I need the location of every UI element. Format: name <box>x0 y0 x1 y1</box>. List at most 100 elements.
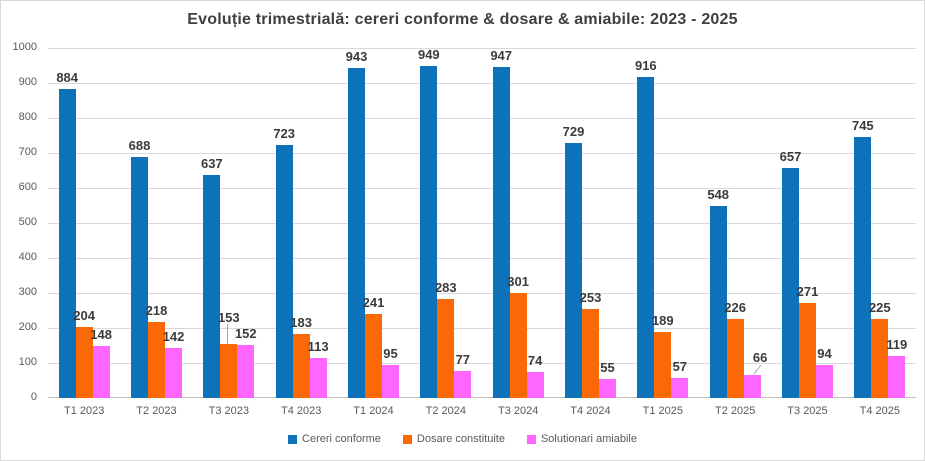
gridline-300 <box>48 293 916 294</box>
bar-solutionari-amiabile-t3-2023[interactable] <box>237 344 255 398</box>
bar-group-t2-2024: 949 283 77 <box>410 47 482 398</box>
y-axis-label-600: 600 <box>18 181 37 193</box>
bar-dosare-constituite-t4-2023[interactable] <box>292 333 310 398</box>
bar-cereri-conforme-t1-2024[interactable] <box>347 67 365 398</box>
data-label-dosare-constituite-t1-2023: 204 <box>73 307 95 323</box>
legend-item-solutionari-amiabile[interactable]: Solutionari amiabile <box>526 433 637 445</box>
data-label-cereri-conforme-t4-2023: 723 <box>273 125 296 141</box>
bar-dosare-constituite-t2-2024[interactable] <box>437 298 455 398</box>
legend-swatch-blue-icon <box>288 434 298 444</box>
x-axis-label-t3-2024: T3 2024 <box>497 405 539 417</box>
data-label-cereri-conforme-t2-2025: 548 <box>707 187 730 203</box>
data-label-cereri-conforme-t3-2024: 947 <box>490 47 513 63</box>
y-axis-label-300: 300 <box>18 286 37 298</box>
legend-swatch-orange-icon <box>402 434 412 444</box>
bar-cereri-conforme-t2-2023[interactable] <box>130 157 148 398</box>
gridline-200 <box>48 328 916 329</box>
data-label-cereri-conforme-t2-2024: 949 <box>417 46 440 62</box>
data-label-cereri-conforme-t3-2025: 657 <box>779 149 802 165</box>
data-label-dosare-constituite-t2-2024: 283 <box>434 279 457 295</box>
bar-dosare-constituite-t3-2024[interactable] <box>509 292 527 398</box>
bar-cereri-conforme-t2-2024[interactable] <box>420 65 438 398</box>
bar-solutionari-amiabile-t4-2023[interactable] <box>309 358 327 398</box>
data-label-solutionari-amiabile-t4-2025: 119 <box>886 337 908 353</box>
bar-solutionari-amiabile-t4-2024[interactable] <box>598 378 616 398</box>
bar-cereri-conforme-t2-2025[interactable] <box>709 206 727 398</box>
bar-group-t1-2023: 884 204 148 <box>48 48 120 398</box>
chart-title: Evoluție trimestrială: cereri conforme &… <box>187 11 738 28</box>
gridline-1000 <box>48 48 916 49</box>
data-label-dosare-constituite-t4-2025: 225 <box>868 300 891 316</box>
legend-label-dosare-constituite: Dosare constituite <box>416 433 505 445</box>
x-axis-label-t4-2023: T4 2023 <box>280 405 322 417</box>
bar-solutionari-amiabile-t1-2023[interactable] <box>92 346 110 398</box>
bar-dosare-constituite-t1-2023[interactable] <box>75 326 93 398</box>
data-label-dosare-constituite-t1-2024: 241 <box>362 294 385 310</box>
x-axis-label-t1-2023: T1 2023 <box>63 405 105 417</box>
y-axis-label-900: 900 <box>18 76 37 88</box>
bar-solutionari-amiabile-t1-2024[interactable] <box>381 364 399 398</box>
bar-dosare-constituite-t3-2025[interactable] <box>798 303 816 398</box>
bar-dosare-constituite-t3-2023[interactable] <box>220 344 238 398</box>
data-label-dosare-constituite-t4-2024: 253 <box>579 290 602 306</box>
bar-dosare-constituite-t1-2024[interactable] <box>364 313 382 398</box>
data-label-solutionari-amiabile-t4-2024: 55 <box>600 359 615 375</box>
plot-area: 884 204 148 688 218 142 637 153 152 723 183 113 943 2… <box>48 47 916 398</box>
x-axis-label-t2-2024: T2 2024 <box>425 405 466 417</box>
bar-cereri-conforme-t3-2023[interactable] <box>203 175 221 398</box>
bar-solutionari-amiabile-t2-2024[interactable] <box>454 371 472 398</box>
data-label-solutionari-amiabile-t3-2023: 152 <box>234 325 257 341</box>
bar-group-t2-2023: 688 218 142 <box>120 48 192 398</box>
legend-item-cereri-conforme[interactable]: Cereri conforme <box>288 433 381 445</box>
bar-dosare-constituite-t1-2025[interactable] <box>654 331 672 398</box>
data-label-dosare-constituite-t2-2023: 218 <box>145 302 168 318</box>
bar-cereri-conforme-t4-2023[interactable] <box>275 144 293 398</box>
data-label-dosare-constituite-t1-2025: 189 <box>651 312 674 328</box>
bar-dosare-constituite-t2-2023[interactable] <box>147 321 165 398</box>
bar-group-t3-2023: 637 153 152 <box>193 48 265 398</box>
bar-cereri-conforme-t1-2025[interactable] <box>637 77 655 398</box>
bar-cereri-conforme-t4-2025[interactable] <box>854 137 872 398</box>
bar-group-t1-2025: 916 189 57 <box>627 48 699 398</box>
data-label-dosare-constituite-t4-2023: 183 <box>290 314 312 330</box>
data-label-solutionari-amiabile-t4-2023: 113 <box>307 339 329 355</box>
label-leader-line <box>226 324 228 345</box>
data-label-dosare-constituite-t3-2025: 271 <box>796 284 819 300</box>
bar-dosare-constituite-t2-2025[interactable] <box>726 318 744 398</box>
gridline-0 <box>48 397 916 398</box>
x-axis-label-t4-2024: T4 2024 <box>570 405 611 417</box>
data-label-solutionari-amiabile-t2-2023: 142 <box>162 329 185 345</box>
bar-solutionari-amiabile-t1-2025[interactable] <box>671 378 689 398</box>
legend-label-solutionari-amiabile: Solutionari amiabile <box>540 433 637 445</box>
bar-solutionari-amiabile-t4-2025[interactable] <box>888 356 906 398</box>
bar-solutionari-amiabile-t3-2024[interactable] <box>526 372 544 398</box>
bar-solutionari-amiabile-t3-2025[interactable] <box>815 365 833 398</box>
bar-cereri-conforme-t3-2025[interactable] <box>781 168 799 398</box>
bar-group-t4-2023: 723 183 113 <box>265 48 337 398</box>
bar-cereri-conforme-t3-2024[interactable] <box>492 66 510 398</box>
data-label-dosare-constituite-t2-2025: 226 <box>724 299 746 315</box>
data-label-solutionari-amiabile-t1-2023: 148 <box>90 327 112 343</box>
x-axis-label-t1-2025: T1 2025 <box>642 405 683 417</box>
bar-group-t2-2025: 548 226 66 <box>699 48 771 398</box>
gridline-400 <box>48 258 916 259</box>
y-axis-label-800: 800 <box>18 111 37 123</box>
x-axis: T1 2023 T2 2023 T3 2023 T4 2023 T1 2024 T2 20… <box>48 405 916 421</box>
bar-group-t4-2025: 745 225 119 <box>844 48 916 398</box>
bar-solutionari-amiabile-t2-2025[interactable] <box>743 374 761 398</box>
y-axis-label-500: 500 <box>18 216 37 228</box>
gridline-700 <box>48 153 916 154</box>
bar-dosare-constituite-t4-2025[interactable] <box>871 319 889 398</box>
bar-cereri-conforme-t4-2024[interactable] <box>564 142 582 398</box>
x-axis-label-t2-2023: T2 2023 <box>136 405 177 417</box>
x-axis-label-t1-2024: T1 2024 <box>353 405 394 417</box>
legend-label-cereri-conforme: Cereri conforme <box>302 433 381 445</box>
legend-item-dosare-constituite[interactable]: Dosare constituite <box>402 433 505 445</box>
data-label-cereri-conforme-t4-2024: 729 <box>562 123 585 139</box>
y-axis-label-200: 200 <box>18 321 37 333</box>
gridline-500 <box>48 223 916 224</box>
bar-dosare-constituite-t4-2024[interactable] <box>581 309 599 398</box>
bar-solutionari-amiabile-t2-2023[interactable] <box>164 348 182 398</box>
bar-cereri-conforme-t1-2023[interactable] <box>58 88 76 398</box>
